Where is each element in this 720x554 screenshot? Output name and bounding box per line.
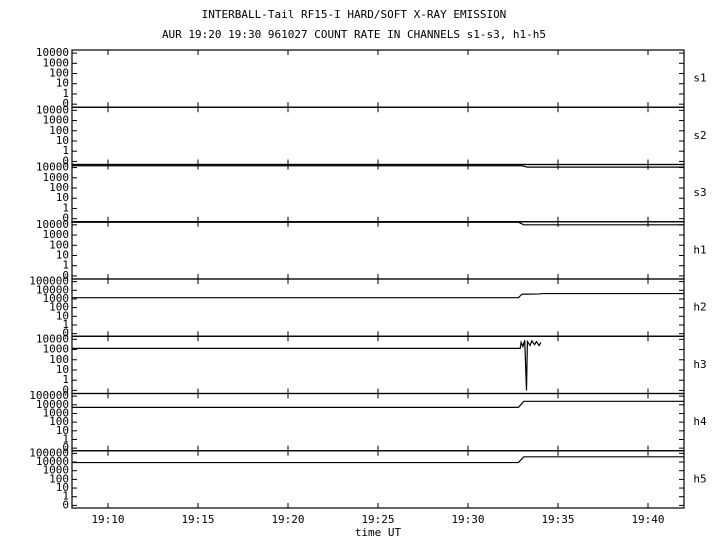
y-tick-label: 100 <box>49 238 69 251</box>
y-tick-label: 10000 <box>36 103 69 116</box>
y-tick-label: 1000 <box>43 343 70 356</box>
y-tick-label: 1 <box>62 432 69 445</box>
x-tick-label: 19:25 <box>361 513 394 526</box>
y-tick-label: 0 <box>62 212 69 225</box>
y-tick-label: 10000 <box>36 283 69 296</box>
y-tick-label: 10 <box>56 77 69 90</box>
data-line <box>72 456 684 464</box>
y-tick-label: 1000 <box>43 56 70 69</box>
y-tick-label: 10000 <box>36 398 69 411</box>
chart-title: INTERBALL-Tail RF15-I HARD/SOFT X-RAY EM… <box>202 8 507 21</box>
y-tick-label: 100000 <box>29 275 69 288</box>
y-tick-label: 1 <box>62 490 69 503</box>
y-tick-label: 1 <box>62 201 69 214</box>
y-tick-label: 100 <box>49 301 69 314</box>
y-tick-label: 1 <box>62 144 69 157</box>
data-line <box>72 165 684 168</box>
y-tick-label: 10000 <box>36 455 69 468</box>
y-tick-label: 0 <box>62 154 69 167</box>
y-tick-label: 1 <box>62 87 69 100</box>
data-line <box>72 292 684 299</box>
data-line <box>72 400 684 408</box>
y-tick-label: 100 <box>49 181 69 194</box>
panel-label: h2 <box>693 301 706 314</box>
y-tick-label: 100 <box>49 415 69 428</box>
y-tick-label: 1000 <box>43 406 70 419</box>
panel-label: h1 <box>693 243 706 256</box>
y-tick-label: 0 <box>62 441 69 454</box>
y-tick-label: 100000 <box>29 446 69 459</box>
y-tick-label: 1000 <box>43 292 70 305</box>
x-tick-label: 19:40 <box>631 513 664 526</box>
y-tick-label: 100 <box>49 124 69 137</box>
y-tick-label: 10 <box>56 309 69 322</box>
y-tick-label: 1000 <box>43 171 70 184</box>
x-tick-label: 19:10 <box>91 513 124 526</box>
y-tick-label: 1 <box>62 318 69 331</box>
y-tick-label: 0 <box>62 498 69 511</box>
y-tick-label: 100000 <box>29 389 69 402</box>
panel-label: s3 <box>693 186 706 199</box>
y-tick-label: 100 <box>49 472 69 485</box>
y-tick-label: 1000 <box>43 114 70 127</box>
x-tick-label: 19:20 <box>271 513 304 526</box>
chart-subtitle: AUR 19:20 19:30 961027 COUNT RATE IN CHA… <box>162 28 546 41</box>
panel-label: s2 <box>693 129 706 142</box>
y-tick-label: 10 <box>56 481 69 494</box>
y-tick-label: 10000 <box>36 46 69 59</box>
x-tick-label: 19:35 <box>541 513 574 526</box>
x-tick-label: 19:15 <box>181 513 214 526</box>
panel-label: s1 <box>693 72 706 85</box>
y-tick-label: 1 <box>62 259 69 272</box>
y-tick-label: 10 <box>56 134 69 147</box>
panel-label: h5 <box>693 472 706 485</box>
data-line <box>72 339 542 391</box>
x-tick-label: 19:30 <box>451 513 484 526</box>
x-axis-label: time UT <box>355 526 402 539</box>
y-tick-label: 10 <box>56 363 69 376</box>
panel-label: h4 <box>693 415 707 428</box>
y-tick-label: 100 <box>49 353 69 366</box>
y-tick-label: 10000 <box>36 161 69 174</box>
panel-label: h3 <box>693 358 706 371</box>
y-tick-label: 10000 <box>36 218 69 231</box>
data-line <box>72 221 684 226</box>
y-tick-label: 10 <box>56 191 69 204</box>
y-tick-label: 10 <box>56 424 69 437</box>
y-tick-label: 10 <box>56 248 69 261</box>
y-tick-label: 1 <box>62 373 69 386</box>
y-tick-label: 0 <box>62 97 69 110</box>
y-tick-label: 0 <box>62 327 69 340</box>
y-tick-label: 0 <box>62 383 69 396</box>
y-tick-label: 100 <box>49 67 69 80</box>
y-tick-label: 1000 <box>43 464 70 477</box>
y-tick-label: 1000 <box>43 228 70 241</box>
y-tick-label: 0 <box>62 269 69 282</box>
y-tick-label: 10000 <box>36 332 69 345</box>
